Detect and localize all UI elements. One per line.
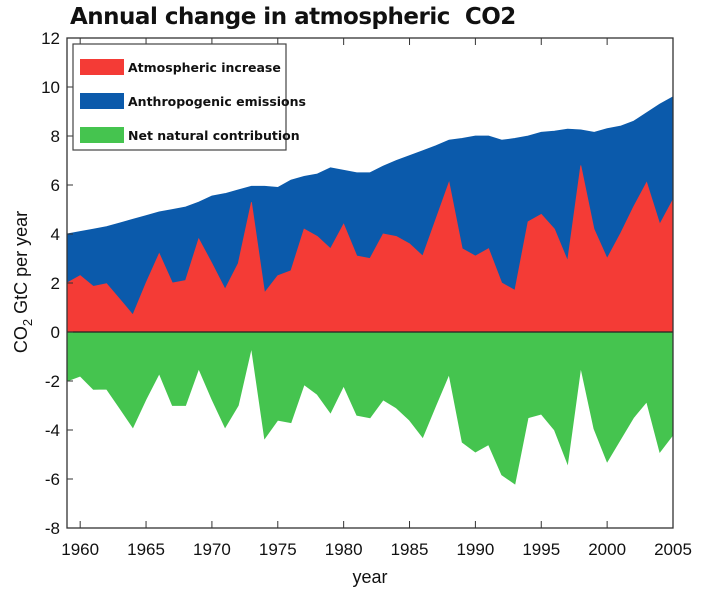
x-tick-label: 1965 <box>127 540 165 559</box>
x-tick-label: 1995 <box>522 540 560 559</box>
legend-label: Atmospheric increase <box>128 60 281 75</box>
y-tick-label: -4 <box>45 421 60 440</box>
area-net-natural-contribution <box>66 331 674 485</box>
legend-swatch <box>80 93 124 109</box>
y-tick-label: 2 <box>51 274 60 293</box>
legend-label: Anthropogenic emissions <box>128 94 306 109</box>
y-tick-label: 8 <box>51 127 60 146</box>
x-tick-label: 1980 <box>325 540 363 559</box>
legend-swatch <box>80 127 124 143</box>
x-tick-label: 2005 <box>654 540 692 559</box>
x-tick-label: 1985 <box>391 540 429 559</box>
y-tick-label: -2 <box>45 372 60 391</box>
area-atmospheric-increase <box>66 165 674 333</box>
x-axis-label: year <box>352 567 387 587</box>
chart-title: Annual change in atmospheric CO2 <box>70 4 516 30</box>
y-tick-label: 6 <box>51 176 60 195</box>
legend: Atmospheric increase Anthropogenic emissi… <box>72 43 306 151</box>
y-tick-label: 12 <box>41 29 60 48</box>
x-tick-label: 1960 <box>61 540 99 559</box>
legend-label: Net natural contribution <box>128 128 300 143</box>
x-tick-label: 1970 <box>193 540 231 559</box>
y-tick-label: -8 <box>45 519 60 538</box>
legend-swatch <box>80 59 124 75</box>
y-tick-label: 4 <box>51 225 60 244</box>
x-tick-label: 1990 <box>456 540 494 559</box>
y-tick-label: 10 <box>41 78 60 97</box>
x-tick-label: 2000 <box>588 540 626 559</box>
y-axis-label: CO2 GtC per year <box>11 211 35 353</box>
y-tick-label: -6 <box>45 470 60 489</box>
y-tick-label: 0 <box>51 323 60 342</box>
x-tick-label: 1975 <box>259 540 297 559</box>
